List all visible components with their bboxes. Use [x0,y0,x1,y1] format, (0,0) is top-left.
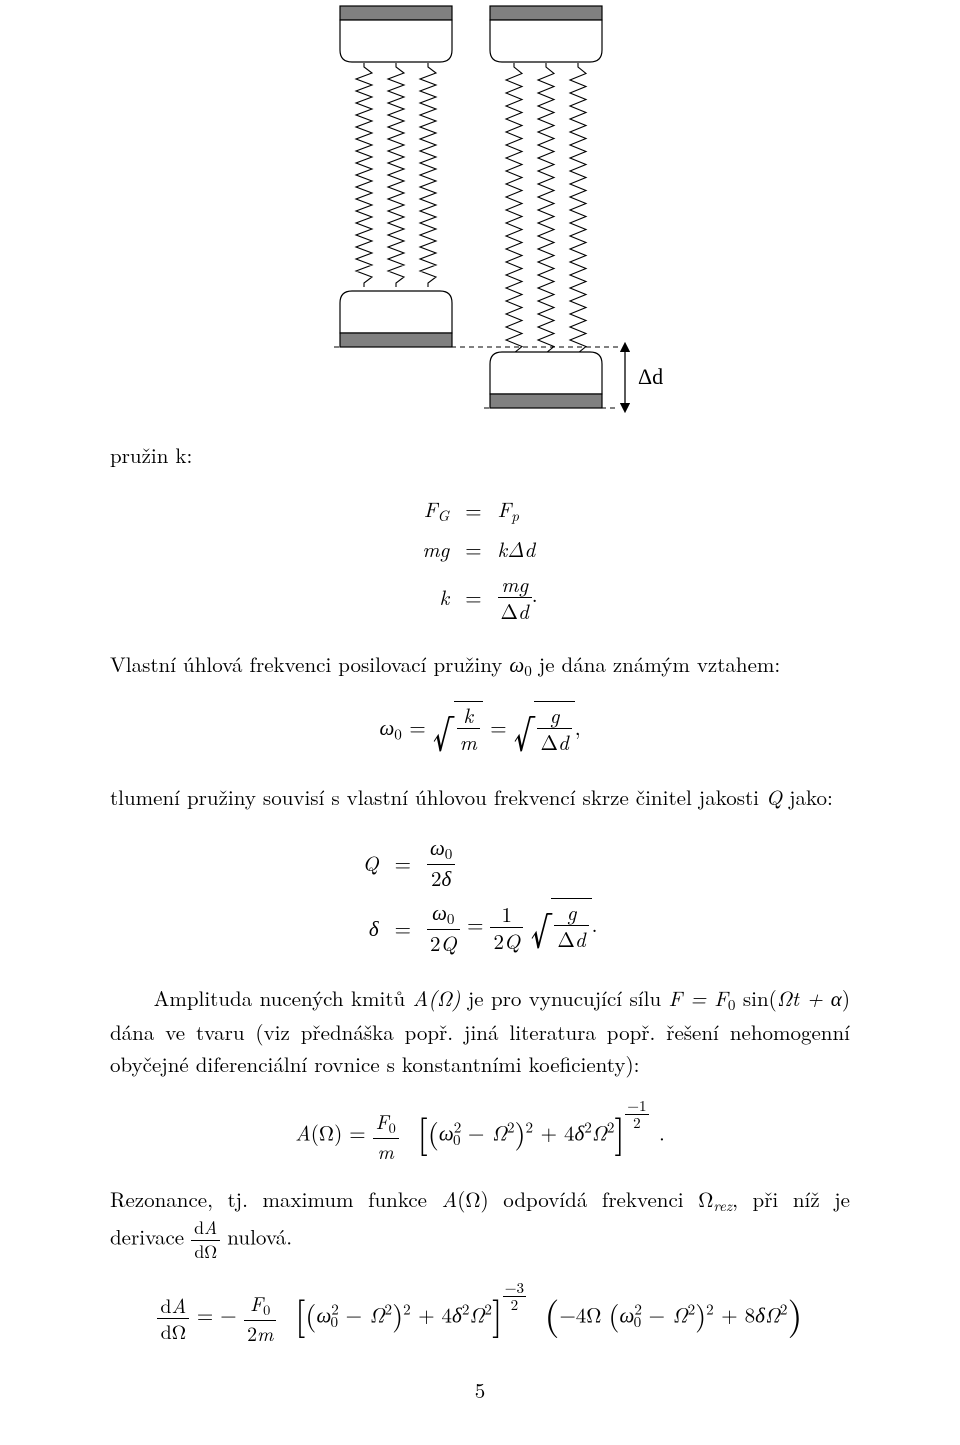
para-omega: Vlastní úhlová frekvenci posilovací pruž… [110,649,850,683]
p4bsub: rez [713,1196,732,1217]
eqq2-n: ω [432,897,447,927]
p4b: odpovídá frekvenci Ω [489,1184,714,1214]
eq-block-amplitude: A(Ω) = F0 m [(ω20 − Ω2)2 + 4δ2Ω2]−12 . [110,1098,850,1162]
eqq2-n2: 1 [490,902,523,928]
eqd-fn: F [250,1289,263,1317]
p4a: Rezonance, tj. maximum funkce [110,1184,442,1214]
delta-d-label: Δd [638,364,663,389]
para-amplitude: Amplituda nucených kmitů A(Ω) je pro vyn… [110,983,850,1080]
eqq1-ns: 0 [445,844,453,865]
eq2-l: mg [416,530,455,568]
eq-block-omega: ω0 = √ km = √ gΔd , [110,701,850,760]
intro-text: pružin k: [110,440,850,472]
right-spring-assembly [490,6,602,408]
eq1-l: F [424,494,438,524]
eqa-fd: m [373,1139,399,1163]
para-resonance: Rezonance, tj. maximum funkce A(Ω) odpov… [110,1184,850,1262]
eq-block-forces: FG = Fp mg = kΔd k = mg Δd . [110,490,850,628]
eqo-n2: g [537,703,571,729]
eqq2-sn: g [554,900,588,926]
eqo-tail: , [575,712,581,742]
eqo-lhs: ω [379,712,394,742]
left-spring-assembly [340,6,452,347]
p3a: Amplituda nucených kmitů [154,983,413,1013]
p3c: dána ve tvaru (viz přednáška popř. jiná … [110,1017,850,1079]
eq3-num: mg [498,572,532,598]
spring-figure-container: Δd [0,0,960,440]
eqq2-tail: . [592,909,598,939]
eq-block-derivative: dA dΩ = − F0 2m [(ω20 − Ω2)2 + 4δ2Ω2]−32… [110,1280,850,1344]
p4d: nulová. [220,1222,292,1252]
eq1-r: F [498,494,512,524]
eqa-fns: 0 [389,1118,396,1138]
eq3-l: k [416,568,455,627]
eq2-r: kΔd [498,534,536,564]
eqo-d1: m [457,729,480,754]
eq3-tail: . [532,579,538,609]
para-q: tlumení pružiny souvisí s vlastní úhlovo… [110,782,850,814]
eq1-rsub: p [511,505,519,526]
page-number: 5 [110,1375,850,1405]
eqo-lhssub: 0 [394,723,402,744]
intro-span: pružin k: [110,440,192,470]
eqq1-l: Q [357,831,385,894]
eqa-fn: F [376,1107,389,1135]
spring-figure-svg: Δd [260,0,700,420]
eq-block-q: Q = ω0 2δ δ = ω0 2Q = 1 2Q [110,831,850,961]
p3-aomega: A(Ω) [413,983,461,1013]
p3-fa: F = F [669,983,728,1013]
p3b: je pro vynucující sílu [460,983,668,1013]
eqq2-ns: 0 [447,909,455,930]
eqq1-n: ω [430,832,445,862]
eqq2-l: δ [357,894,385,961]
eqo-n1: k [457,703,480,729]
eqd-fns: 0 [263,1300,270,1320]
eq1-lsub: G [438,505,450,526]
